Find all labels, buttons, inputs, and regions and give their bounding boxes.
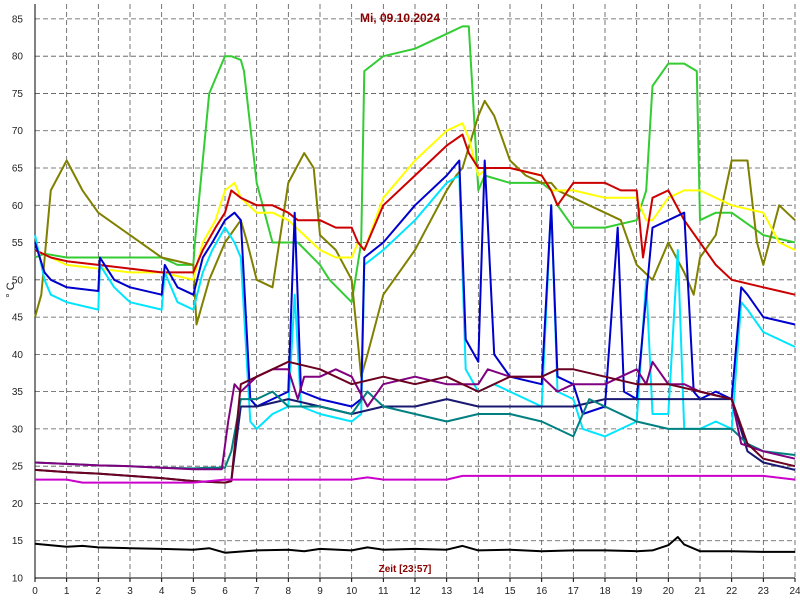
- y-tick-label: 20: [12, 499, 24, 510]
- y-axis-label: ° C: [5, 282, 17, 297]
- y-tick-label: 85: [12, 14, 24, 25]
- x-tick-label: 5: [191, 586, 197, 597]
- x-tick-label: 7: [254, 586, 260, 597]
- y-tick-label: 30: [12, 424, 24, 435]
- series-group: [34, 25, 796, 554]
- chart-title: Mi, 09.10.2024: [360, 11, 440, 25]
- y-tick-label: 35: [12, 387, 24, 398]
- y-tick-label: 40: [12, 350, 24, 361]
- y-tick-label: 60: [12, 201, 24, 212]
- y-tick-labels: 10 15 20 25 30 35 40 45 50 55 60 65 70 75 80 85: [12, 14, 24, 584]
- x-tick-labels: 0 1 2 3 4 5 6 7 8 9 10 11 12 13 14 15 16 17 18 19 20 21 22 23 24: [32, 578, 800, 597]
- y-tick-label: 25: [12, 462, 24, 473]
- series-line-2: [34, 99, 796, 378]
- x-tick-label: 2: [96, 586, 102, 597]
- x-tick-label: 8: [286, 586, 292, 597]
- series-line-12: [34, 536, 795, 554]
- y-tick-label: 10: [12, 574, 24, 585]
- x-tick-label: 22: [726, 586, 738, 597]
- x-tick-label: 21: [694, 586, 706, 597]
- x-axis-label: Zeit [23:57]: [379, 564, 432, 575]
- x-tick-label: 4: [159, 586, 165, 597]
- x-tick-label: 19: [631, 586, 643, 597]
- y-tick-label: 15: [12, 536, 24, 547]
- x-tick-label: 14: [473, 586, 485, 597]
- x-tick-label: 0: [32, 586, 38, 597]
- x-tick-label: 24: [789, 586, 800, 597]
- x-tick-label: 3: [127, 586, 133, 597]
- x-tick-label: 13: [441, 586, 453, 597]
- y-tick-label: 70: [12, 126, 24, 137]
- series-line-11: [35, 474, 796, 484]
- x-tick-label: 20: [663, 586, 675, 597]
- x-tick-label: 6: [222, 586, 228, 597]
- x-tick-label: 9: [317, 586, 323, 597]
- x-tick-label: 12: [409, 586, 421, 597]
- series-line-10: [34, 360, 796, 484]
- x-tick-label: 11: [378, 586, 389, 597]
- y-tick-label: 45: [12, 313, 24, 324]
- x-tick-label: 10: [346, 586, 358, 597]
- x-tick-label: 17: [568, 586, 580, 597]
- x-tick-label: 16: [536, 586, 548, 597]
- y-tick-label: 55: [12, 238, 24, 249]
- y-tick-label: 50: [12, 275, 24, 286]
- x-tick-label: 1: [64, 586, 70, 597]
- y-tick-label: 75: [12, 89, 24, 100]
- x-tick-label: 23: [758, 586, 770, 597]
- x-tick-label: 18: [599, 586, 611, 597]
- series-line-6: [34, 159, 796, 415]
- x-tick-label: 15: [504, 586, 516, 597]
- series-line-4: [34, 133, 796, 296]
- y-tick-label: 65: [12, 164, 24, 175]
- series-line-1: [34, 25, 796, 304]
- y-tick-label: 80: [12, 52, 24, 63]
